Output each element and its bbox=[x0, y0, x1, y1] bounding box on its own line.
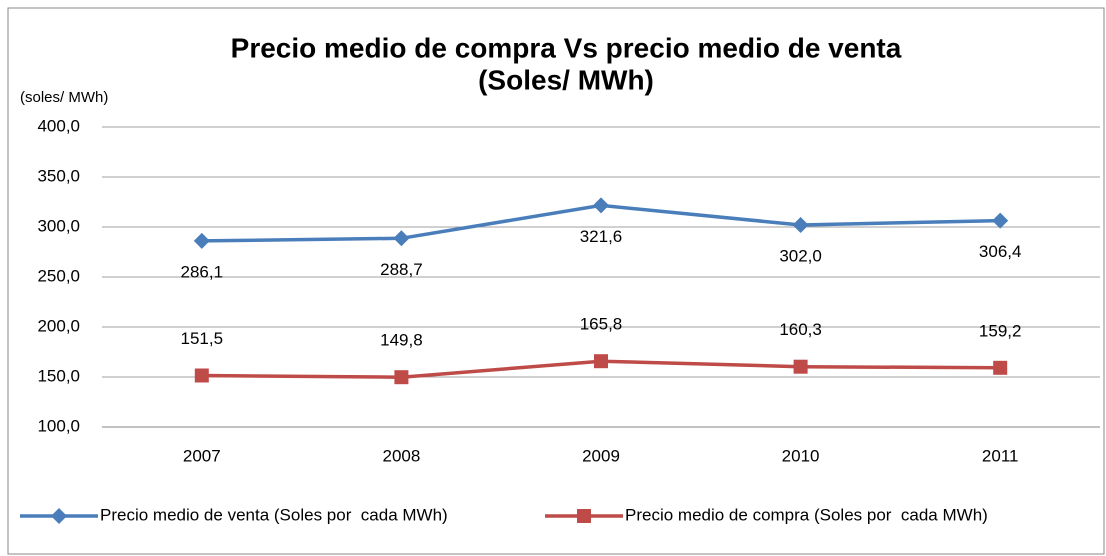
data-label: 160,3 bbox=[779, 320, 822, 339]
x-tick-label: 2008 bbox=[382, 446, 420, 465]
data-label: 288,7 bbox=[380, 260, 423, 279]
data-label: 321,6 bbox=[580, 227, 623, 246]
point bbox=[393, 230, 410, 247]
chart-title: Precio medio de compra Vs precio medio d… bbox=[231, 32, 902, 63]
point bbox=[593, 197, 609, 214]
chart-border bbox=[7, 7, 1105, 555]
x-tick-label: 2009 bbox=[582, 446, 620, 465]
y-tick-label: 250,0 bbox=[37, 266, 80, 285]
y-tick-label: 300,0 bbox=[37, 216, 80, 235]
data-label: 159,2 bbox=[979, 321, 1022, 340]
data-label: 306,4 bbox=[979, 242, 1022, 261]
x-tick-label: 2010 bbox=[782, 446, 820, 465]
data-label: 151,5 bbox=[181, 329, 224, 348]
chart-title: (Soles/ MWh) bbox=[478, 64, 654, 95]
legend-label: Precio medio de compra (Soles por cada M… bbox=[625, 505, 988, 524]
y-tick-label: 150,0 bbox=[37, 366, 80, 385]
point bbox=[992, 212, 1009, 229]
point bbox=[51, 508, 67, 524]
point bbox=[594, 354, 608, 369]
x-tick-label: 2011 bbox=[982, 446, 1019, 465]
point bbox=[792, 217, 809, 233]
data-label: 286,1 bbox=[181, 262, 224, 281]
y-tick-label: 400,0 bbox=[37, 116, 80, 135]
y-tick-label: 350,0 bbox=[37, 166, 80, 185]
data-label: 149,8 bbox=[380, 331, 423, 350]
point bbox=[193, 232, 210, 249]
point bbox=[194, 368, 209, 383]
point bbox=[577, 509, 591, 523]
x-tick-label: 2007 bbox=[183, 446, 221, 465]
point bbox=[793, 359, 808, 374]
data-label: 165,8 bbox=[580, 315, 623, 334]
point bbox=[394, 370, 409, 385]
legend-label: Precio medio de venta (Soles por cada MW… bbox=[100, 505, 448, 524]
y-axis-label: (soles/ MWh) bbox=[20, 89, 108, 106]
y-tick-label: 100,0 bbox=[37, 416, 80, 435]
y-tick-label: 200,0 bbox=[37, 316, 80, 335]
point bbox=[993, 360, 1008, 375]
data-label: 302,0 bbox=[779, 246, 822, 265]
